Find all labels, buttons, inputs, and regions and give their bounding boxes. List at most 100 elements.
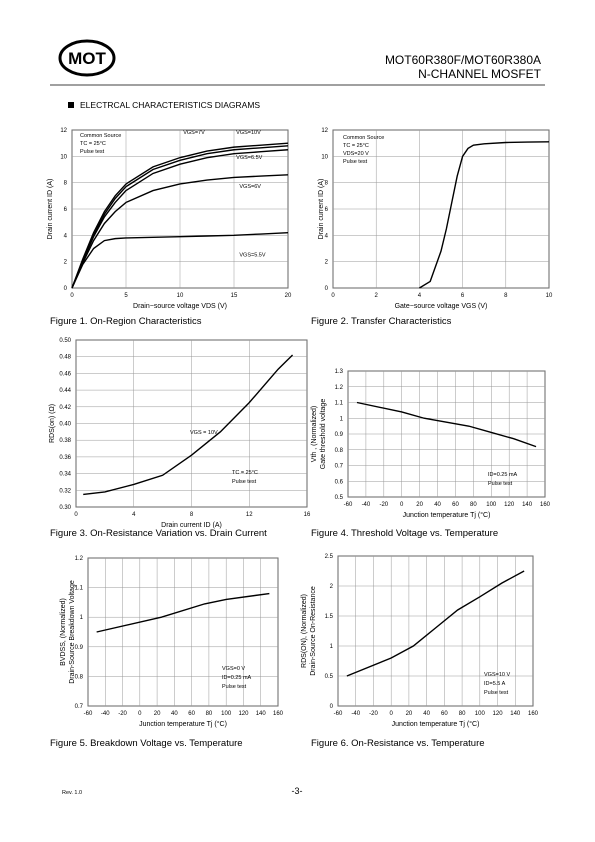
- y-tick-label: 1: [330, 644, 334, 650]
- x-tick-label: 160: [273, 711, 284, 717]
- x-tick-label: -60: [334, 711, 343, 717]
- y-tick-label: 6: [325, 207, 329, 213]
- x-tick-label: 0: [70, 293, 74, 299]
- y-tick-label: 0.8: [75, 674, 84, 680]
- x-tick-label: 20: [154, 711, 161, 717]
- x-tick-label: 0: [390, 711, 394, 717]
- y-tick-label: 0: [325, 286, 329, 292]
- y-axis-label: Drain current ID (A): [47, 179, 54, 240]
- series-label: VGS=10V: [236, 130, 261, 136]
- y-axis-label: BVDSS, (Normalized): [60, 598, 67, 666]
- x-tick-label: 0: [400, 502, 404, 508]
- x-tick-label: 80: [459, 711, 466, 717]
- x-tick-label: -60: [84, 711, 93, 717]
- y-tick-label: 0: [64, 286, 68, 292]
- data-line: [71, 232, 289, 289]
- x-tick-label: -20: [118, 711, 127, 717]
- y-axis-label: Vth , (Normalized): [311, 406, 318, 462]
- logo: MOT: [68, 49, 106, 68]
- y-tick-label: 0.50: [59, 338, 71, 344]
- x-tick-label: 20: [416, 502, 423, 508]
- y-tick-label: 1: [340, 416, 344, 422]
- y-tick-label: 6: [64, 207, 68, 213]
- x-tick-label: 15: [231, 293, 238, 299]
- annotation: Common Source: [343, 135, 384, 141]
- x-tick-label: 10: [177, 293, 184, 299]
- data-line: [356, 401, 537, 448]
- plot-area: [337, 555, 534, 707]
- data-line: [96, 592, 270, 633]
- plot-area: [87, 557, 279, 707]
- x-tick-label: 160: [528, 711, 539, 717]
- y-tick-label: 0.8: [335, 448, 344, 454]
- y-tick-label: 2.5: [325, 554, 334, 560]
- y-tick-label: 0.48: [59, 355, 71, 361]
- x-axis-label: Drain current ID (A): [161, 522, 222, 529]
- annotation: Pulse test: [488, 481, 513, 487]
- data-line: [71, 174, 289, 289]
- y-tick-label: 0.36: [59, 455, 71, 461]
- y-tick-label: 0: [330, 704, 334, 710]
- x-tick-label: -40: [101, 711, 110, 717]
- y-tick-label: 8: [64, 181, 68, 187]
- annotation: VGS = 10V: [190, 430, 218, 436]
- annotation: Common Source: [80, 133, 121, 139]
- x-axis-label: Junction temperature Tj (°C): [403, 511, 491, 519]
- x-tick-label: 120: [504, 502, 515, 508]
- y-tick-label: 1.3: [335, 369, 344, 375]
- x-tick-label: 100: [486, 502, 497, 508]
- x-tick-label: 120: [238, 711, 249, 717]
- y-tick-label: 0.6: [335, 479, 344, 485]
- series-label: VGS=5.5V: [239, 252, 265, 258]
- x-tick-label: 16: [304, 512, 311, 518]
- y-tick-label: 4: [325, 233, 329, 239]
- x-tick-label: -60: [344, 502, 353, 508]
- y-tick-label: 12: [60, 128, 67, 134]
- y-tick-label: 1.1: [75, 586, 84, 592]
- y-tick-label: 0.5: [335, 495, 344, 501]
- x-tick-label: 20: [406, 711, 413, 717]
- figure-caption: Figure 1. On-Region Characteristics: [50, 316, 202, 327]
- x-tick-label: 4: [132, 512, 136, 518]
- x-tick-label: 40: [171, 711, 178, 717]
- y-tick-label: 10: [60, 154, 67, 160]
- x-tick-label: 40: [434, 502, 441, 508]
- x-tick-label: -40: [351, 711, 360, 717]
- x-tick-label: -20: [379, 502, 388, 508]
- device-type: N-CHANNEL MOSFET: [418, 67, 542, 81]
- y-tick-label: 0.9: [75, 645, 84, 651]
- annotation: TC = 25°C: [80, 141, 106, 147]
- data-line: [346, 570, 525, 677]
- y-axis-label: Drain-Source On-Resistance: [310, 586, 317, 676]
- y-tick-label: 2: [330, 584, 334, 590]
- x-tick-label: 140: [256, 711, 267, 717]
- data-line: [71, 142, 289, 289]
- x-tick-label: 4: [418, 293, 422, 299]
- annotation: ID=0.25 mA: [488, 472, 518, 478]
- x-tick-label: -20: [369, 711, 378, 717]
- annotation: Pulse test: [80, 149, 105, 155]
- y-tick-label: 0.5: [325, 674, 334, 680]
- y-tick-label: 2: [325, 260, 329, 266]
- y-tick-label: 1.1: [335, 401, 344, 407]
- figure-caption: Figure 4. Threshold Voltage vs. Temperat…: [311, 528, 498, 539]
- x-tick-label: 120: [493, 711, 504, 717]
- x-tick-label: 140: [522, 502, 533, 508]
- page-number: -3-: [292, 786, 303, 796]
- x-tick-label: 60: [441, 711, 448, 717]
- annotation: VGS=0 V: [222, 666, 245, 672]
- y-tick-label: 0.7: [335, 464, 344, 470]
- x-axis-label: Junction temperature Tj (°C): [392, 720, 480, 728]
- y-tick-label: 0.34: [59, 472, 71, 478]
- logo-ring: [58, 39, 116, 77]
- y-axis-label: RDS(ON), (Normalized): [301, 594, 308, 668]
- figure-caption: Figure 6. On-Resistance vs. Temperature: [311, 738, 485, 749]
- section-title: ELECTRCAL CHARACTERISTICS DIAGRAMS: [80, 100, 260, 110]
- x-tick-label: 40: [423, 711, 430, 717]
- y-tick-label: 1.2: [335, 385, 344, 391]
- figure-caption: Figure 3. On-Resistance Variation vs. Dr…: [50, 528, 267, 539]
- y-tick-label: 1.5: [325, 614, 334, 620]
- x-tick-label: 10: [546, 293, 553, 299]
- y-tick-label: 1: [80, 615, 84, 621]
- y-tick-label: 1.2: [75, 556, 84, 562]
